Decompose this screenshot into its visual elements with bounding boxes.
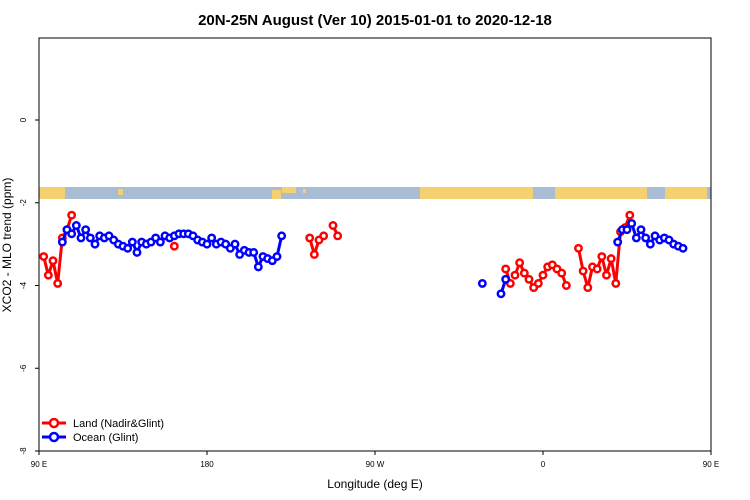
data-point xyxy=(123,243,133,253)
data-point xyxy=(501,274,511,284)
series-layer xyxy=(39,210,688,299)
legend-land-marker xyxy=(48,417,60,429)
data-point xyxy=(132,247,142,257)
x-axis-label: Longitude (deg E) xyxy=(327,477,422,491)
data-point xyxy=(155,237,165,247)
data-point xyxy=(631,233,641,243)
data-point xyxy=(578,266,588,276)
data-point xyxy=(272,252,282,261)
data-point xyxy=(501,264,511,274)
data-point xyxy=(169,241,179,251)
map-land-patch xyxy=(39,187,65,199)
x-tick-label: 90 W xyxy=(366,460,385,469)
legend-land-label: Land (Nadir&Glint) xyxy=(73,418,164,430)
x-tick-label: 180 xyxy=(200,460,214,469)
series-ocean xyxy=(57,218,688,299)
data-point xyxy=(67,229,77,239)
x-tick-label: 0 xyxy=(541,460,546,469)
data-point xyxy=(561,281,571,290)
data-point xyxy=(583,283,593,293)
data-point xyxy=(645,239,655,249)
x-tick-label: 90 E xyxy=(703,460,719,469)
legend-ocean-label: Ocean (Glint) xyxy=(73,432,138,444)
data-point xyxy=(538,270,548,280)
data-point xyxy=(678,243,688,253)
data-point xyxy=(253,262,263,272)
map-band-land xyxy=(39,187,707,199)
data-point xyxy=(613,237,623,247)
data-point xyxy=(611,278,621,288)
data-point xyxy=(606,254,616,264)
data-point xyxy=(207,233,217,243)
map-land-patch xyxy=(303,189,306,193)
map-land-patch xyxy=(555,187,647,199)
chart-title: 20N-25N August (Ver 10) 2015-01-01 to 20… xyxy=(198,12,552,29)
map-band-ocean xyxy=(39,187,711,199)
data-point xyxy=(39,252,49,261)
data-point xyxy=(48,256,58,266)
data-point xyxy=(524,274,534,284)
data-point xyxy=(641,233,651,243)
data-point xyxy=(519,268,529,278)
data-point xyxy=(90,239,100,249)
data-point xyxy=(622,225,632,235)
y-tick-label: -8 xyxy=(19,447,28,455)
data-point xyxy=(477,278,487,288)
data-point xyxy=(43,270,53,280)
data-point xyxy=(602,270,611,280)
map-land-patch xyxy=(118,189,123,195)
map-land-patch xyxy=(272,190,281,199)
data-point xyxy=(636,225,646,235)
data-point xyxy=(277,231,287,241)
data-point xyxy=(496,289,506,299)
y-tick-label: -2 xyxy=(19,199,28,207)
data-point xyxy=(627,218,637,228)
x-axis: 90 E 180 90 W 0 90 E xyxy=(31,451,719,469)
map-land-patch xyxy=(665,187,707,199)
data-point xyxy=(515,258,525,268)
x-tick-label: 90 E xyxy=(31,460,47,469)
data-point xyxy=(557,268,567,278)
data-point xyxy=(71,221,81,230)
y-axis-label: XCO2 - MLO trend (ppm) xyxy=(0,178,14,313)
data-point xyxy=(230,239,240,249)
map-band xyxy=(39,187,711,199)
legend: Land (Nadir&Glint) Ocean (Glint) xyxy=(42,417,164,444)
data-point xyxy=(319,231,329,241)
data-point xyxy=(309,250,319,259)
data-point xyxy=(202,239,212,249)
data-point xyxy=(574,243,583,253)
data-point xyxy=(328,221,338,230)
data-point xyxy=(592,264,602,274)
legend-ocean-marker xyxy=(48,431,60,443)
y-tick-label: -6 xyxy=(19,364,28,372)
data-point xyxy=(305,233,315,243)
y-axis: 0 -2 -4 -6 -8 xyxy=(19,117,39,455)
data-point xyxy=(67,210,77,220)
data-point xyxy=(85,233,95,243)
y-tick-label: -4 xyxy=(19,281,28,289)
map-land-patch xyxy=(282,187,296,193)
data-point xyxy=(533,278,543,288)
data-point xyxy=(510,270,520,280)
map-land-patch xyxy=(420,187,533,199)
data-point xyxy=(249,247,259,257)
y-tick-label: 0 xyxy=(19,117,28,122)
data-point xyxy=(81,225,91,235)
data-point xyxy=(76,233,86,243)
data-point xyxy=(333,231,343,241)
data-point xyxy=(53,278,63,288)
data-point xyxy=(597,252,607,261)
data-point xyxy=(127,237,137,247)
data-point xyxy=(625,210,635,220)
data-point xyxy=(57,237,67,247)
